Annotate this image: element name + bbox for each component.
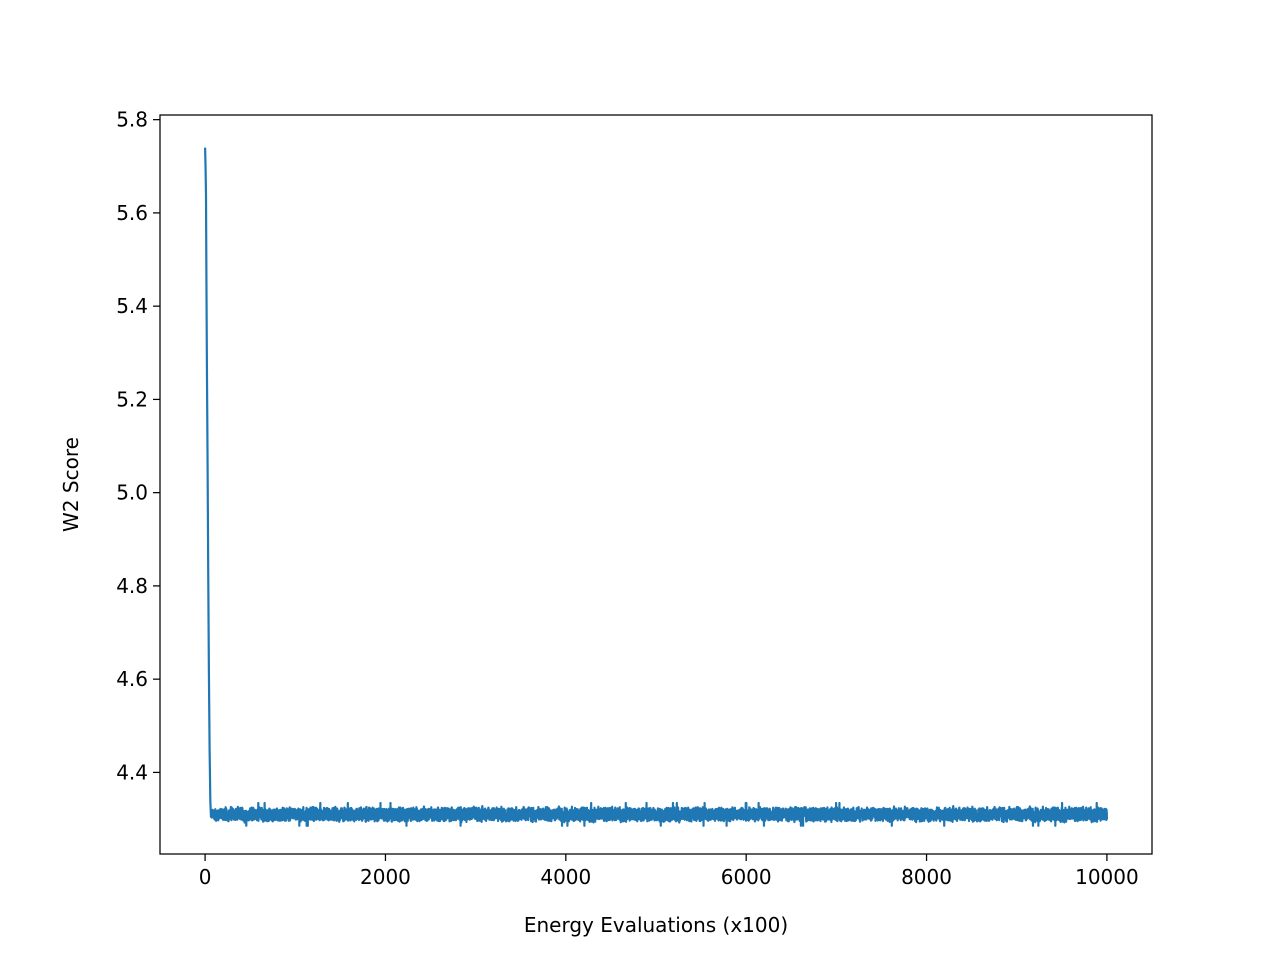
x-tick-label: 6000: [721, 865, 772, 889]
y-tick-label: 5.6: [116, 201, 148, 225]
y-tick-label: 4.8: [116, 574, 148, 598]
y-axis-label: W2 Score: [59, 437, 83, 532]
y-tick-label: 4.6: [116, 667, 148, 691]
x-tick-label: 8000: [901, 865, 952, 889]
y-tick-label: 4.4: [116, 760, 148, 784]
x-tick-label: 10000: [1075, 865, 1139, 889]
x-tick-label: 2000: [360, 865, 411, 889]
y-tick-label: 5.0: [116, 481, 148, 505]
y-axis-ticks: 4.4 4.6 4.8 5.0 5.2 5.4 5.6 5.8: [116, 108, 160, 784]
axes-frame: [159, 114, 1153, 855]
x-tick-label: 4000: [540, 865, 591, 889]
x-tick-label: 0: [199, 865, 212, 889]
y-tick-label: 5.8: [116, 108, 148, 132]
x-axis-ticks: 0 2000 4000 6000 8000 10000: [199, 854, 1139, 889]
x-axis-label: Energy Evaluations (x100): [524, 913, 788, 937]
y-tick-label: 5.4: [116, 294, 148, 318]
w2-score-series-line: [203, 147, 1109, 827]
plot-layer: [203, 147, 1109, 827]
y-tick-label: 5.2: [116, 387, 148, 411]
